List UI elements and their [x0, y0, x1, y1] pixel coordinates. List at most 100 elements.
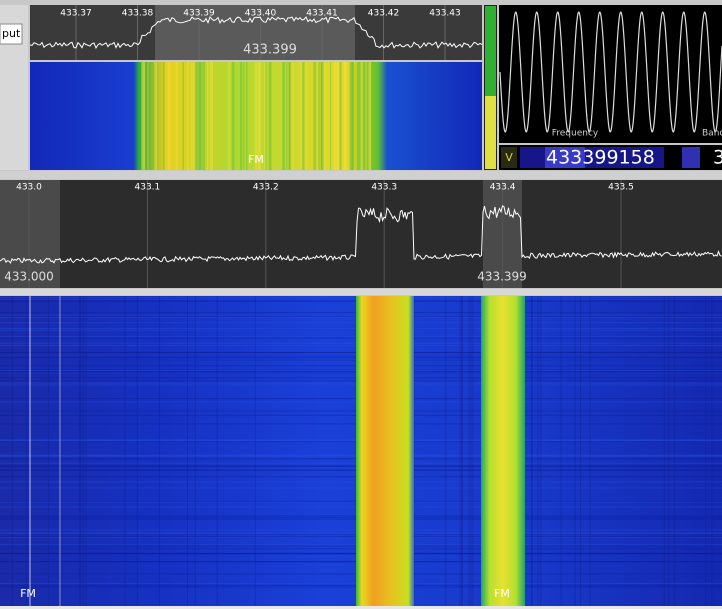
waterfall-column	[531, 296, 533, 606]
waterfall-stripe	[377, 62, 379, 170]
waterfall-stripe	[336, 62, 339, 170]
waterfall-stripe	[191, 62, 193, 170]
waterfall-column	[459, 296, 461, 606]
scope-wave	[499, 11, 722, 133]
waterfall-stripe	[265, 62, 267, 170]
tick-label: 433.4	[490, 183, 516, 193]
waterfall-column	[560, 296, 562, 606]
center-frequency: 433.399	[243, 43, 297, 58]
level-yellow	[485, 96, 496, 169]
scope	[499, 5, 722, 143]
waterfall-column	[136, 296, 138, 606]
waterfall-stripe	[240, 62, 243, 170]
waterfall-column	[663, 296, 665, 606]
waterfall-column	[537, 296, 539, 606]
tick-label: 433.0	[16, 183, 42, 193]
waterfall-stripe	[365, 62, 367, 170]
waterfall-stripe	[187, 62, 189, 170]
waterfall-column	[674, 296, 676, 606]
tick-label: 433.1	[135, 183, 161, 193]
waterfall-stripe	[195, 62, 197, 170]
main-spectrum[interactable]	[0, 180, 722, 288]
waterfall-column	[540, 296, 542, 606]
waterfall-column	[472, 296, 474, 606]
waterfall-stripe	[368, 62, 371, 170]
waterfall-column	[574, 296, 576, 606]
tick-label: 433.38	[122, 9, 154, 19]
waterfall-stripe	[321, 62, 324, 170]
tick-label: 433.43	[429, 9, 461, 19]
status-strip	[0, 606, 722, 609]
signal-band	[481, 296, 525, 606]
waterfall-column	[470, 296, 472, 606]
panel-button[interactable]	[0, 23, 23, 45]
waterfall-column	[159, 296, 161, 606]
waterfall-column	[589, 296, 591, 606]
waterfall-stripe	[324, 62, 326, 170]
waterfall-stripe	[302, 62, 305, 170]
waterfall-stripe	[196, 62, 200, 170]
waterfall-column	[80, 296, 82, 606]
waterfall-stripe	[246, 62, 248, 170]
waterfall-stripe	[175, 62, 178, 170]
mode-box[interactable]	[501, 147, 517, 168]
tick-label: 433.2	[253, 183, 279, 193]
waterfall-stripe	[357, 62, 361, 170]
waterfall-stripe	[258, 62, 261, 170]
waterfall-stripe	[199, 62, 202, 170]
waterfall-column	[461, 296, 463, 606]
waterfall-column	[79, 296, 81, 606]
waterfall-stripe	[141, 62, 144, 170]
vfo-mode: V	[505, 151, 513, 164]
tick-label: 433.39	[183, 9, 215, 19]
waterfall-stripe	[318, 62, 320, 170]
waterfall-stripe	[344, 62, 347, 170]
waterfall-stripe	[193, 62, 195, 170]
mode-label: FM	[494, 587, 510, 600]
waterfall-column	[216, 296, 218, 606]
waterfall-column	[124, 296, 126, 606]
waterfall-stripe	[231, 62, 235, 170]
tick-label: 433.42	[368, 9, 400, 19]
waterfall-stripe	[313, 62, 317, 170]
waterfall-column	[468, 296, 470, 606]
waterfall-column	[194, 296, 196, 606]
waterfall-stripe	[243, 62, 245, 170]
waterfall-column	[711, 296, 713, 606]
marker-label: 433.000	[4, 270, 54, 284]
waterfall-stripe	[300, 62, 302, 170]
waterfall-stripe	[339, 62, 342, 170]
waterfall-column	[579, 296, 581, 606]
splitter[interactable]	[0, 289, 722, 295]
waterfall-column	[461, 296, 463, 606]
signal-band	[356, 296, 414, 606]
waterfall-stripe	[202, 62, 205, 170]
waterfall-stripe	[162, 62, 165, 170]
tick-label: 433.37	[60, 9, 92, 19]
waterfall-column	[82, 296, 84, 606]
waterfall-stripe	[147, 62, 149, 170]
splitter[interactable]	[0, 171, 722, 179]
waterfall-column	[60, 296, 62, 606]
scope-label: Banc	[702, 129, 722, 139]
waterfall-stripe	[254, 62, 258, 170]
spectrum-trace	[29, 16, 483, 49]
waterfall-stripe	[286, 62, 288, 170]
waterfall-stripe	[334, 62, 337, 170]
waterfall-column	[26, 296, 28, 606]
waterfall-column	[85, 296, 87, 606]
tick-label: 433.5	[608, 183, 634, 193]
marker-highlight	[0, 180, 60, 288]
tick-label: 433.3	[371, 183, 397, 193]
tick-label: 433.40	[245, 9, 277, 19]
panel-label: put	[2, 27, 21, 40]
waterfall-stripe	[154, 62, 158, 170]
waterfall-column	[11, 296, 13, 606]
waterfall-stripe	[143, 62, 146, 170]
frequency-value: 433399158	[546, 147, 655, 169]
waterfall-column	[531, 296, 533, 606]
waterfall-stripe	[369, 62, 372, 170]
waterfall-stripe	[264, 62, 266, 170]
waterfall-column	[254, 296, 256, 606]
